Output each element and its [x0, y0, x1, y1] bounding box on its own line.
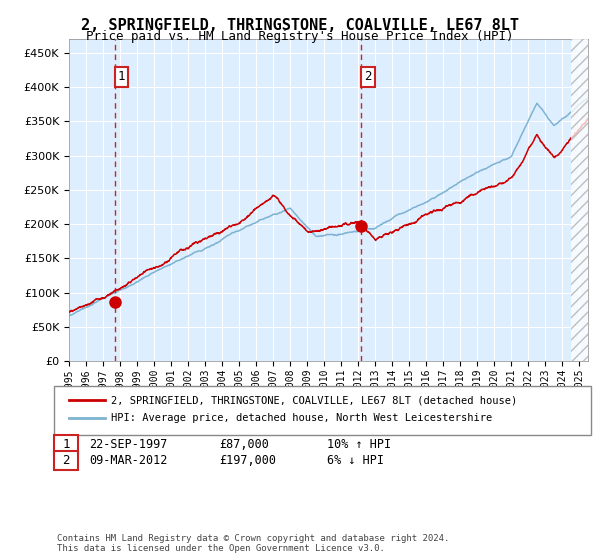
Text: 2: 2	[62, 454, 70, 467]
Text: £87,000: £87,000	[219, 437, 269, 451]
Text: 1: 1	[118, 71, 125, 83]
Text: 2, SPRINGFIELD, THRINGSTONE, COALVILLE, LE67 8LT (detached house): 2, SPRINGFIELD, THRINGSTONE, COALVILLE, …	[111, 395, 517, 405]
Text: 6% ↓ HPI: 6% ↓ HPI	[327, 454, 384, 467]
Text: 2: 2	[364, 71, 371, 83]
Text: 09-MAR-2012: 09-MAR-2012	[89, 454, 167, 467]
Text: HPI: Average price, detached house, North West Leicestershire: HPI: Average price, detached house, Nort…	[111, 413, 492, 423]
Text: 22-SEP-1997: 22-SEP-1997	[89, 437, 167, 451]
Text: This data is licensed under the Open Government Licence v3.0.: This data is licensed under the Open Gov…	[57, 544, 385, 553]
Text: Price paid vs. HM Land Registry's House Price Index (HPI): Price paid vs. HM Land Registry's House …	[86, 30, 514, 43]
Text: Contains HM Land Registry data © Crown copyright and database right 2024.: Contains HM Land Registry data © Crown c…	[57, 534, 449, 543]
Text: £197,000: £197,000	[219, 454, 276, 467]
Bar	[571, 39, 588, 361]
Text: 2, SPRINGFIELD, THRINGSTONE, COALVILLE, LE67 8LT: 2, SPRINGFIELD, THRINGSTONE, COALVILLE, …	[81, 18, 519, 33]
Text: 10% ↑ HPI: 10% ↑ HPI	[327, 437, 391, 451]
Text: 1: 1	[62, 437, 70, 451]
